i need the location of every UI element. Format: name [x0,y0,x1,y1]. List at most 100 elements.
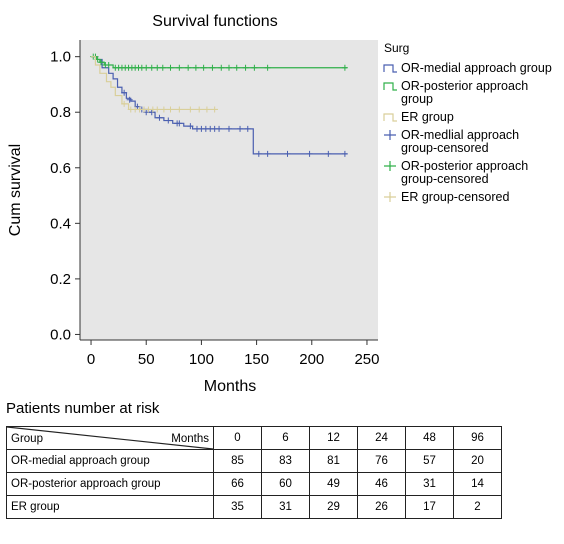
censor-mark [325,150,332,157]
at-risk-count: 31 [261,495,310,519]
at-risk-count: 29 [309,495,358,519]
at-risk-count: 60 [261,472,310,496]
censor-mark [341,150,348,157]
legend-step-icon [383,113,397,122]
x-axis-label: Months [204,378,256,395]
y-tick-label: 0.2 [50,271,71,288]
censor-mark [187,123,194,130]
at-risk-count: 31 [405,472,454,496]
censor-mark [167,106,174,113]
censor-mark [143,64,150,71]
month-header: 6 [261,426,310,450]
censor-mark [176,120,183,127]
censor-mark [244,125,251,132]
legend-plus-icon [384,161,396,171]
risk-table-corner-cell: Group Months [6,426,214,450]
censor-mark [341,64,348,71]
censor-mark [216,125,223,132]
x-tick-label: 50 [138,351,155,368]
header-months-label: Months [171,433,209,445]
censor-mark [148,109,155,116]
legend-step-icon [383,64,397,73]
month-header: 48 [405,426,454,450]
month-header: 96 [453,426,502,450]
chart-title: Survival functions [152,13,277,30]
x-tick-label: 250 [354,351,379,368]
at-risk-count: 20 [453,449,502,473]
x-tick-label: 150 [244,351,269,368]
at-risk-count: 35 [213,495,262,519]
y-axis: 0.0 0.2 0.4 0.6 0.8 1.0 [50,40,81,343]
censor-mark [203,106,210,113]
censor-mark [255,150,262,157]
table-row: OR-medial approach group 85 83 81 76 57 … [6,449,502,473]
at-risk-count: 2 [453,495,502,519]
y-tick-label: 0.6 [50,160,71,177]
censor-mark [97,59,104,66]
x-axis: 0 50 100 150 200 250 [80,339,379,368]
censor-mark [121,89,128,96]
y-axis-label: Cum survival [7,144,24,236]
censor-mark [121,100,128,107]
legend: OR-medial approach group OR-posterior app… [383,61,552,204]
diagonal-divider [7,427,213,449]
header-group-label: Group [11,433,43,445]
censor-mark [148,64,155,71]
legend-label: OR-posterior approach group [401,79,528,106]
group-name: OR-posterior approach group [6,472,214,496]
survival-chart: Survival functions 0.0 0.2 0.4 0.6 0.8 1.0 0 5… [7,13,552,395]
month-header: 24 [357,426,406,450]
at-risk-count: 85 [213,449,262,473]
legend-label: OR-posterior approach group-censored [401,159,528,186]
censor-mark [154,64,161,71]
table-row: OR-posterior approach group 66 60 49 46 … [6,472,502,496]
legend-title: Surg [384,41,409,55]
legend-step-icon [383,82,397,91]
censor-mark [176,106,183,113]
risk-table-header-row: Group Months 0 6 12 24 48 96 [6,426,502,450]
group-name: ER group [6,495,214,519]
censor-mark [284,150,291,157]
censor-mark [200,64,207,71]
at-risk-count: 81 [309,449,358,473]
x-tick-label: 100 [189,351,214,368]
group-name: OR-medial approach group [6,449,214,473]
y-tick-label: 0.0 [50,326,71,343]
series-layer [90,53,348,157]
censor-mark [176,64,183,71]
censor-mark [264,64,271,71]
legend-label: ER group-censored [401,190,509,204]
censor-mark [192,64,199,71]
censor-mark [237,125,244,132]
x-tick-label: 0 [87,351,95,368]
censor-mark [185,64,192,71]
legend-label: OR-medlial approach group-censored [401,128,519,155]
month-header: 0 [213,426,262,450]
censor-mark [196,106,203,113]
table-row: ER group 35 31 29 26 17 2 [6,495,502,519]
at-risk-count: 66 [213,472,262,496]
at-risk-count: 57 [405,449,454,473]
censor-mark [251,64,258,71]
survival-curve-1 [91,56,348,155]
censor-mark [105,62,112,68]
legend-plus-icon [384,192,396,202]
censor-mark [167,64,174,71]
censor-mark [160,106,167,113]
censor-mark [226,64,232,71]
censor-mark [126,96,133,103]
at-risk-count: 49 [309,472,358,496]
x-tick-label: 200 [299,351,324,368]
legend-label: OR-medial approach group [401,61,552,75]
plot-area [80,40,378,340]
y-tick-label: 1.0 [50,49,71,66]
censor-mark [242,64,249,71]
censor-mark [165,117,172,124]
censor-mark [187,106,194,113]
censor-mark [218,64,225,71]
at-risk-count: 17 [405,495,454,519]
at-risk-count: 26 [357,495,406,519]
risk-table: Group Months 0 6 12 24 48 96 OR-medial a… [6,426,502,519]
legend-plus-icon [384,130,396,140]
censor-mark [233,64,240,71]
